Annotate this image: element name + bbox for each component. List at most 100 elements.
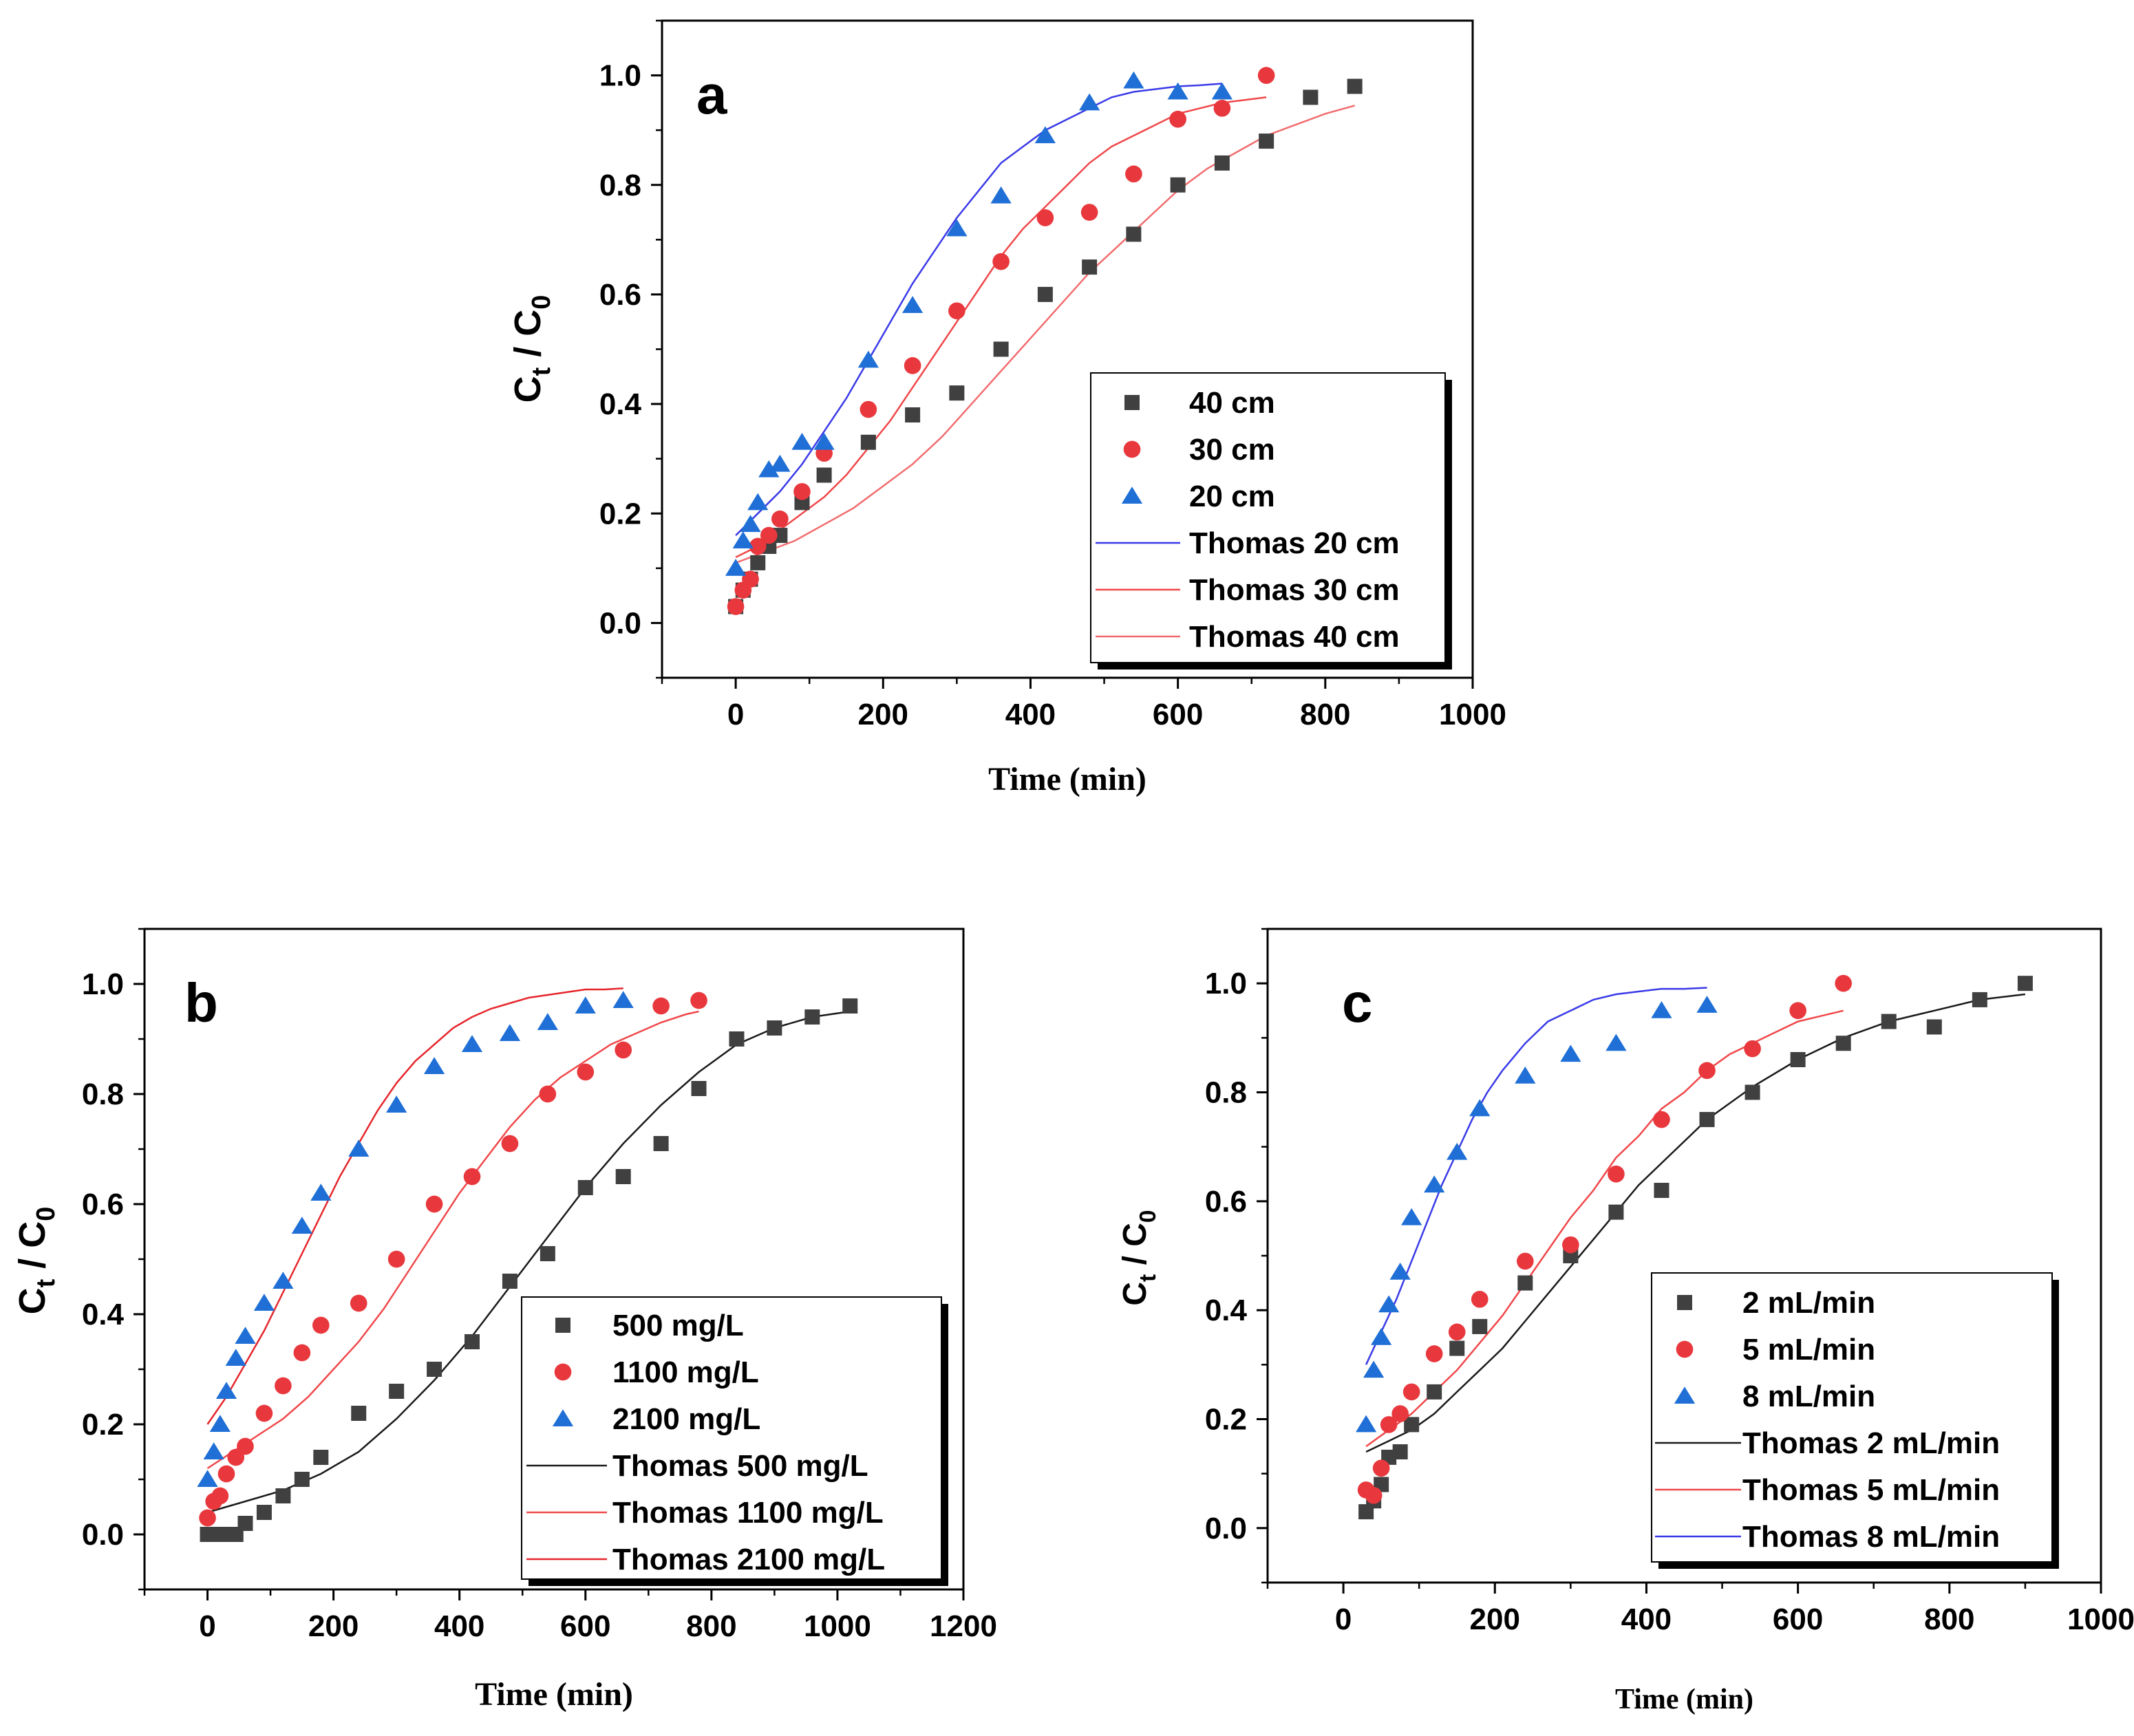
legend: 500 mg/L 1100 mg/L 2100 mg/L Thomas 500 mg/…: [521, 1296, 948, 1586]
data-point: [1126, 226, 1142, 242]
data-point: [1517, 1275, 1533, 1291]
data-point: [793, 483, 811, 500]
data-point: [1698, 1062, 1716, 1080]
legend-label: Thomas 500 mg/L: [612, 1449, 868, 1483]
fit-line: [1365, 987, 1707, 1365]
data-point: [387, 1250, 405, 1268]
legend-label: Thomas 20 cm: [1189, 526, 1400, 560]
data-point: [235, 1327, 256, 1344]
plot-area: [1355, 974, 2033, 1520]
data-point: [1696, 996, 1718, 1013]
data-point: [1303, 89, 1319, 105]
data-point: [1213, 100, 1231, 117]
data-point: [1699, 1112, 1715, 1128]
plot-area: [197, 987, 858, 1542]
data-point: [857, 350, 879, 368]
x-tick-label: 1200: [930, 1609, 997, 1643]
data-point: [612, 991, 634, 1008]
data-point: [501, 1135, 519, 1153]
fit-line: [1365, 993, 2026, 1453]
x-tick-label: 0: [1335, 1603, 1352, 1636]
data-point: [1560, 1044, 1581, 1062]
data-point: [294, 1472, 310, 1487]
data-point: [729, 1031, 745, 1047]
legend-box: [1651, 1272, 2053, 1563]
data-point: [615, 1041, 632, 1059]
legend-label: 1100 mg/L: [612, 1355, 759, 1389]
data-point: [1125, 165, 1142, 183]
data-point: [461, 1035, 483, 1052]
data-point: [1170, 177, 1186, 193]
data-point: [1391, 1405, 1409, 1422]
data-point: [197, 1470, 218, 1487]
x-tick-label: 200: [858, 698, 908, 731]
data-point: [1214, 155, 1230, 171]
data-point: [1425, 1345, 1443, 1362]
legend-marker: [1121, 486, 1143, 504]
legend-marker: [1676, 1340, 1694, 1358]
data-point: [1080, 204, 1098, 221]
data-point: [993, 341, 1009, 357]
fit-line: [735, 83, 1222, 536]
data-point: [227, 1448, 245, 1466]
data-point: [842, 998, 858, 1014]
data-point: [275, 1377, 292, 1395]
data-point: [771, 510, 789, 528]
y-axis-title: Ct / C0: [12, 1207, 61, 1315]
data-point: [1167, 82, 1188, 100]
data-point: [791, 433, 813, 450]
data-point: [1355, 1415, 1377, 1433]
data-point: [203, 1442, 224, 1459]
data-point: [691, 1081, 707, 1096]
data-point: [732, 531, 754, 549]
data-point: [1365, 1487, 1383, 1504]
y-tick-label: 1.0: [82, 967, 124, 1001]
data-point: [577, 1180, 593, 1195]
data-point: [209, 1415, 231, 1432]
data-point: [1392, 1444, 1408, 1459]
legend-marker: [1124, 395, 1140, 410]
data-point: [1424, 1175, 1445, 1193]
legend-label: Thomas 2 mL/min: [1742, 1426, 2000, 1460]
data-point: [1471, 1291, 1489, 1308]
data-point: [1448, 1323, 1466, 1341]
data-point: [1472, 1318, 1488, 1334]
legend-box: [521, 1296, 942, 1580]
legend-marker: [554, 1363, 572, 1381]
data-point: [949, 385, 965, 401]
data-point: [1881, 1014, 1897, 1029]
data-point: [1372, 1459, 1390, 1477]
data-point: [499, 1024, 521, 1041]
data-point: [465, 1334, 480, 1349]
y-tick-label: 0.0: [1205, 1512, 1247, 1545]
data-point: [211, 1487, 229, 1505]
y-tick-label: 0.6: [599, 278, 641, 312]
data-point: [386, 1095, 407, 1113]
x-tick-label: 800: [1924, 1603, 1974, 1636]
y-tick-label: 0.4: [1205, 1294, 1248, 1327]
data-point: [1389, 1263, 1411, 1280]
data-point: [217, 1465, 235, 1483]
legend-label: Thomas 1100 mg/L: [612, 1496, 884, 1530]
data-point: [1651, 1001, 1672, 1018]
data-point: [946, 219, 968, 237]
data-point: [350, 1294, 367, 1312]
legend-marker: [1677, 1295, 1692, 1310]
data-point: [1259, 133, 1274, 149]
x-axis-title: Time (min): [988, 761, 1146, 797]
data-point: [747, 493, 769, 511]
y-tick-label: 0.0: [82, 1518, 124, 1552]
data-point: [539, 1085, 557, 1103]
fit-line: [206, 1010, 699, 1470]
x-tick-label: 600: [1153, 698, 1203, 731]
data-point: [1427, 1384, 1442, 1400]
y-tick-label: 0.4: [82, 1298, 125, 1331]
data-point: [1926, 1019, 1942, 1035]
data-point: [727, 598, 745, 615]
legend-label: Thomas 8 mL/min: [1742, 1520, 2000, 1554]
data-point: [1037, 286, 1053, 302]
panel-label: b: [184, 972, 218, 1033]
legend-label: Thomas 30 cm: [1189, 573, 1400, 607]
data-point: [423, 1057, 445, 1074]
data-point: [652, 997, 670, 1015]
